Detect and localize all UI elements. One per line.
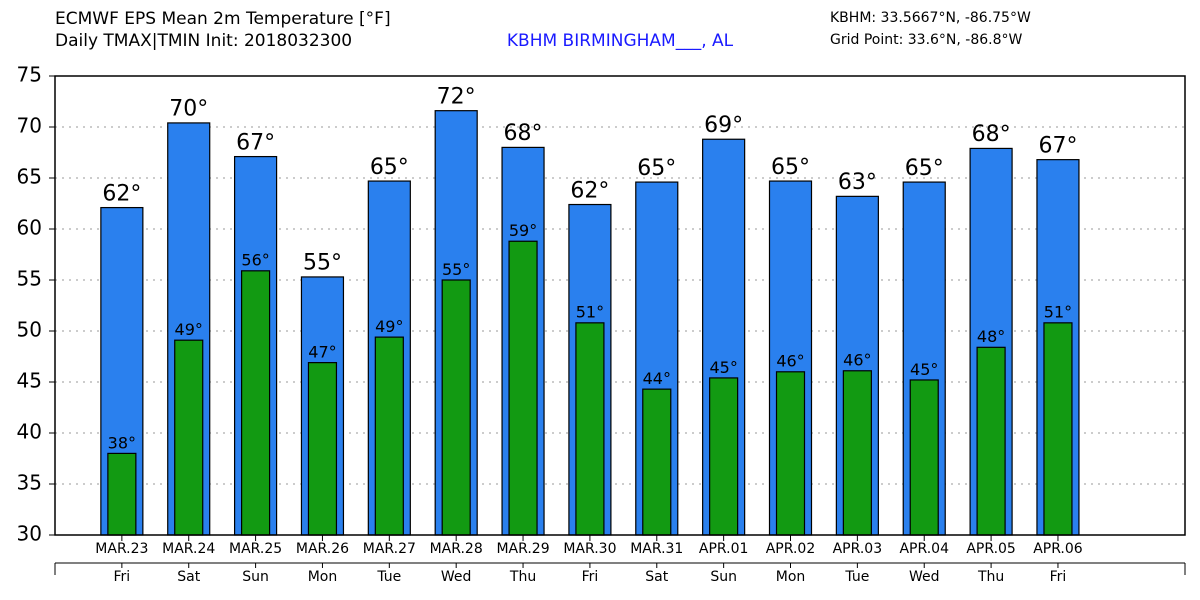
value-label: 59° — [509, 221, 537, 240]
x-tick-label: APR.05 — [966, 541, 1016, 557]
bar — [775, 371, 806, 536]
value-label: 68° — [504, 121, 543, 146]
value-label: 62° — [570, 178, 609, 203]
weekday-label: Thu — [977, 569, 1004, 585]
bar — [240, 270, 271, 536]
x-tick-label: MAR.23 — [95, 541, 148, 557]
chart-title: ECMWF EPS Mean 2m Temperature [°F] — [55, 9, 391, 29]
y-tick-label: 65 — [17, 165, 42, 189]
bar — [441, 279, 471, 536]
station-coords: KBHM: 33.5667°N, -86.75°W — [830, 10, 1031, 26]
x-tick-label: MAR.28 — [430, 541, 483, 557]
x-tick-label: APR.06 — [1033, 541, 1083, 557]
bar — [575, 322, 605, 536]
x-tick-label: APR.02 — [766, 541, 816, 557]
weekday-label: Wed — [909, 569, 940, 585]
value-label: 51° — [1044, 303, 1072, 322]
y-tick-label: 60 — [17, 216, 42, 240]
value-label: 72° — [437, 84, 476, 109]
bar — [508, 240, 538, 536]
bar — [909, 379, 939, 536]
y-tick-label: 55 — [17, 267, 42, 291]
weekday-label: Sun — [710, 569, 737, 585]
value-label: 65° — [905, 156, 944, 181]
value-label: 62° — [102, 181, 141, 206]
value-label: 68° — [972, 122, 1011, 147]
y-tick-label: 35 — [17, 471, 42, 495]
x-tick-label: APR.01 — [699, 541, 749, 557]
value-label: 49° — [175, 320, 203, 339]
x-tick-label: MAR.26 — [296, 541, 349, 557]
value-label: 65° — [637, 156, 676, 181]
weekday-label: Fri — [114, 569, 131, 585]
weekday-label: Sun — [242, 569, 269, 585]
value-label: 67° — [1038, 133, 1077, 158]
bar — [1043, 322, 1073, 536]
station-name: KBHM BIRMINGHAM___, AL — [507, 31, 734, 51]
weekday-label: Fri — [1050, 569, 1067, 585]
value-label: 70° — [169, 97, 208, 122]
y-tick-label: 40 — [17, 420, 42, 444]
value-label: 55° — [442, 260, 470, 279]
weekday-label: Sat — [177, 569, 200, 585]
y-tick-label: 75 — [17, 63, 42, 87]
value-label: 51° — [576, 303, 604, 322]
bar — [642, 388, 672, 536]
plot-frame — [54, 75, 1186, 536]
value-label: 65° — [771, 155, 810, 180]
weekday-label: Mon — [308, 569, 338, 585]
grid-point: Grid Point: 33.6°N, -86.8°W — [830, 32, 1023, 48]
value-label: 45° — [709, 358, 737, 377]
chart-subtitle: Daily TMAX|TMIN Init: 2018032300 — [55, 31, 352, 51]
weekday-label: Tue — [844, 569, 869, 585]
x-tick-label: MAR.30 — [563, 541, 616, 557]
x-tick-label: MAR.31 — [630, 541, 683, 557]
bar — [107, 452, 137, 536]
y-tick-label: 30 — [17, 522, 42, 546]
x-tick-label: MAR.24 — [162, 541, 215, 557]
bar — [976, 346, 1006, 536]
weekday-label: Fri — [582, 569, 599, 585]
value-label: 47° — [308, 343, 336, 362]
y-tick-label: 45 — [17, 369, 42, 393]
value-label: 69° — [704, 113, 743, 138]
value-label: 38° — [108, 433, 136, 452]
value-label: 45° — [910, 360, 938, 379]
bar — [842, 370, 872, 536]
bar — [307, 362, 338, 536]
x-tick-label: APR.04 — [899, 541, 949, 557]
weekday-label: Sat — [645, 569, 668, 585]
x-tick-label: MAR.25 — [229, 541, 282, 557]
value-label: 46° — [843, 351, 871, 370]
value-label: 56° — [241, 251, 269, 270]
weekday-label: Wed — [441, 569, 472, 585]
value-label: 48° — [977, 327, 1005, 346]
weekday-label: Tue — [376, 569, 401, 585]
value-label: 63° — [838, 170, 877, 195]
weekday-label: Mon — [776, 569, 806, 585]
value-label: 46° — [776, 352, 804, 371]
x-tick-label: APR.03 — [833, 541, 883, 557]
value-label: 65° — [370, 155, 409, 180]
y-tick-label: 50 — [17, 318, 42, 342]
value-label: 44° — [643, 369, 671, 388]
weekday-label: Thu — [509, 569, 536, 585]
bar — [709, 377, 739, 536]
bar — [174, 339, 204, 536]
y-tick-label: 70 — [17, 114, 42, 138]
x-tick-label: MAR.29 — [496, 541, 549, 557]
value-label: 55° — [303, 251, 342, 276]
value-label: 67° — [236, 130, 275, 155]
bar — [374, 336, 404, 536]
value-label: 49° — [375, 317, 403, 336]
x-tick-label: MAR.27 — [363, 541, 416, 557]
